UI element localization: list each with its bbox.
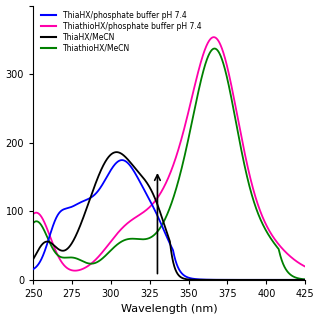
Legend: ThiaHX/phosphate buffer pH 7.4, ThiathioHX/phosphate buffer pH 7.4, ThiaHX/MeCN,: ThiaHX/phosphate buffer pH 7.4, Thiathio… [40, 9, 203, 54]
X-axis label: Wavelength (nm): Wavelength (nm) [121, 304, 217, 315]
